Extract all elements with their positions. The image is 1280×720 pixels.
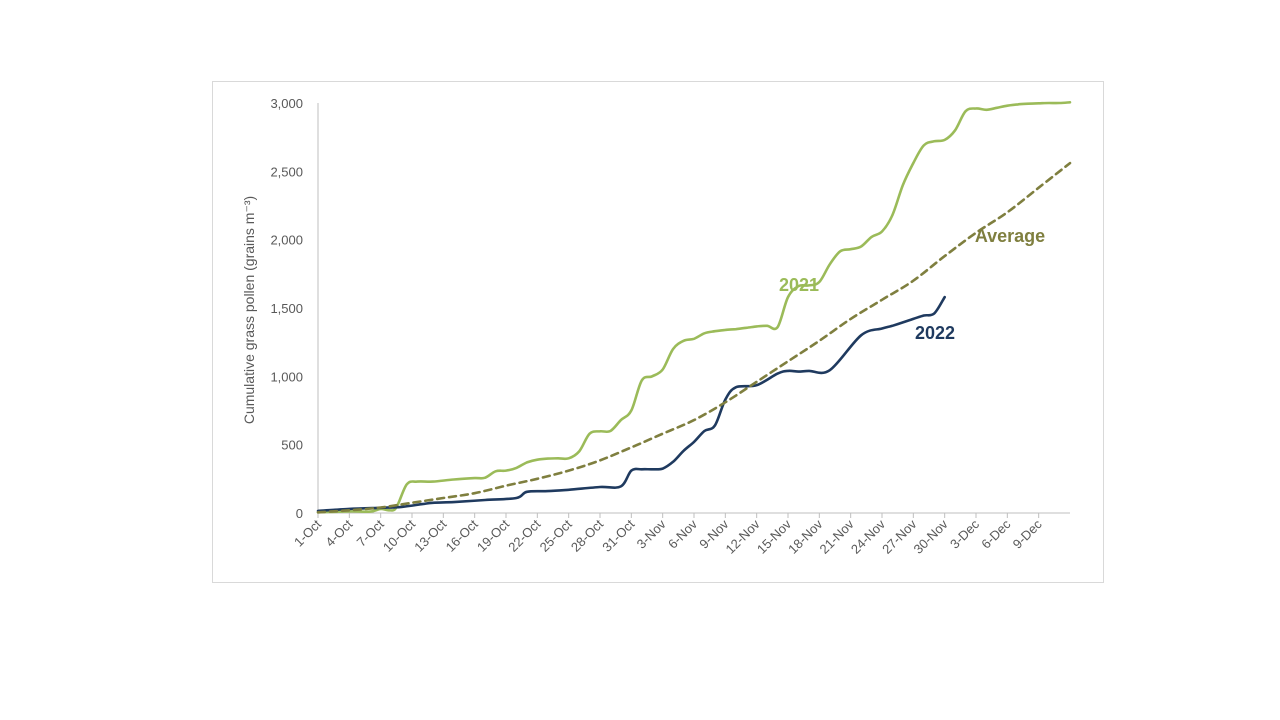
x-tick-label: 9-Dec: [1010, 516, 1045, 551]
series-label-2021: 2021: [779, 275, 819, 295]
y-axis-title: Cumulative grass pollen (grains m⁻³): [241, 196, 257, 424]
y-tick-label: 3,000: [270, 96, 303, 111]
x-tick-label: 28-Oct: [568, 516, 606, 554]
y-tick-label: 1,500: [270, 301, 303, 316]
x-tick-label: 30-Nov: [911, 516, 952, 557]
x-tick-label: 1-Oct: [291, 516, 324, 549]
series-line-average: [316, 161, 1072, 514]
x-tick-label: 3-Nov: [634, 516, 669, 551]
x-tick-label: 19-Oct: [474, 516, 512, 554]
series-label-average: Average: [975, 226, 1045, 246]
x-tick-label: 3-Dec: [947, 516, 982, 551]
x-tick-label: 16-Oct: [443, 516, 481, 554]
x-tick-label: 31-Oct: [599, 516, 637, 554]
chart-frame: [212, 81, 1104, 583]
y-tick-label: 500: [281, 438, 303, 453]
series-line-2021: [316, 101, 1072, 514]
x-axis: 1-Oct4-Oct7-Oct10-Oct13-Oct16-Oct19-Oct2…: [291, 512, 1070, 557]
series-line-2022: [316, 295, 946, 513]
y-tick-label: 2,500: [270, 164, 303, 179]
y-tick-label: 2,000: [270, 233, 303, 248]
y-tick-label: 1,000: [270, 369, 303, 384]
y-tick-label: 0: [296, 506, 303, 521]
x-tick-label: 22-Oct: [505, 516, 543, 554]
x-tick-label: 10-Oct: [380, 516, 418, 554]
series-label-2022: 2022: [915, 323, 955, 343]
x-tick-label: 6-Dec: [978, 516, 1013, 551]
x-tick-label: 6-Nov: [665, 516, 700, 551]
series-lines: [316, 101, 1072, 514]
x-tick-label: 4-Oct: [322, 516, 355, 549]
y-axis: 0 500 1,000 1,500 2,000 2,500 3,000: [270, 96, 319, 521]
x-tick-label: 13-Oct: [411, 516, 449, 554]
x-tick-label: 25-Oct: [537, 516, 575, 554]
